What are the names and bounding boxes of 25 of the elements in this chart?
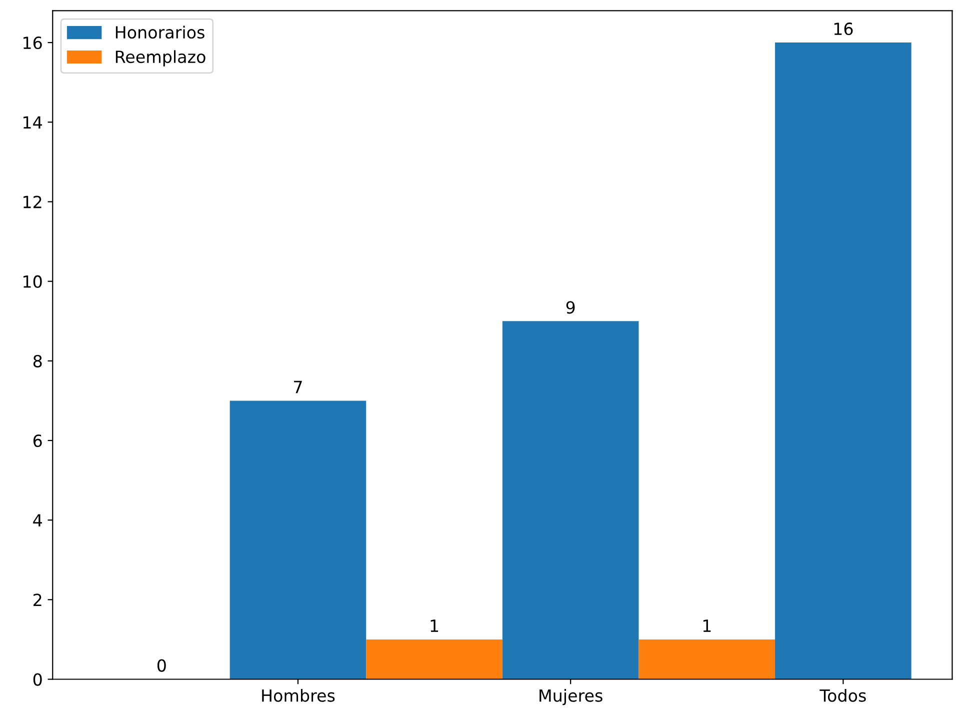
y-tick-label: 14: [24, 116, 42, 128]
y-tick-label: 12: [24, 196, 42, 208]
y-tick-label: 16: [24, 36, 42, 50]
data-label: 1: [703, 620, 711, 632]
x-tick-label: Mujeres: [540, 688, 602, 706]
y-tick-label: 4: [33, 514, 42, 526]
bar: [502, 321, 639, 680]
data-label: 9: [566, 301, 575, 314]
x-tick-label: Todos: [820, 688, 866, 702]
y-tick-label: 6: [33, 434, 42, 448]
data-label: 7: [294, 380, 302, 394]
x-tick-label: Hombres: [262, 688, 335, 702]
y-tick-label: 8: [33, 354, 42, 368]
data-label: 16: [834, 22, 853, 36]
y-tick-label: 0: [33, 673, 42, 686]
y-tick-label: 10: [24, 275, 42, 288]
legend-label: Reemplazo: [116, 50, 206, 66]
data-label: 0: [157, 659, 166, 672]
bar: [230, 400, 366, 680]
bar: [775, 42, 912, 680]
legend-label: Honorarios: [116, 26, 204, 39]
bar: [638, 639, 776, 680]
bar: [366, 639, 502, 680]
y-tick-label: 2: [34, 594, 42, 606]
data-label: 1: [430, 620, 438, 632]
